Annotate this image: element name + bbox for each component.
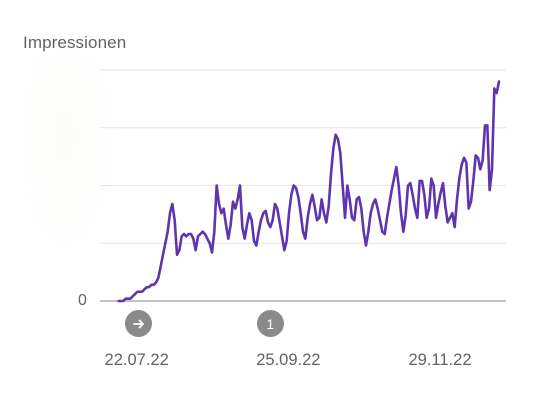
x-tick-label: 22.07.22	[104, 351, 169, 369]
x-tick-label: 29.11.22	[408, 351, 472, 369]
y-tick-label-zero: 0	[78, 292, 87, 309]
gridlines	[100, 69, 506, 244]
y-axis-label: Impressionen	[23, 33, 127, 52]
annotation-marker-arrow[interactable]	[125, 310, 153, 337]
annotation-marker-count[interactable]: 1	[256, 310, 284, 337]
x-tick-label: 25.09.22	[256, 351, 321, 369]
arrow-right-icon	[132, 319, 144, 328]
impressions-series-line[interactable]	[117, 80, 501, 303]
blurred-y-tick-labels	[34, 60, 110, 250]
